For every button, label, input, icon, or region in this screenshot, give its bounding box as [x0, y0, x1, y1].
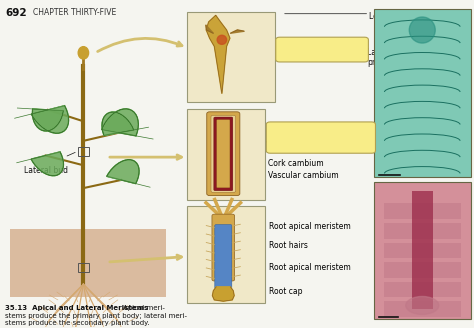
Polygon shape	[102, 112, 134, 135]
Text: Root apical meristem: Root apical meristem	[228, 222, 351, 231]
Text: CHAPTER THIRTY-FIVE: CHAPTER THIRTY-FIVE	[33, 8, 116, 17]
Text: Root hairs: Root hairs	[217, 241, 308, 250]
FancyBboxPatch shape	[207, 112, 240, 195]
FancyBboxPatch shape	[266, 122, 375, 153]
Polygon shape	[212, 287, 234, 301]
Bar	[383, 282, 462, 297]
FancyBboxPatch shape	[276, 37, 368, 62]
Bar	[412, 191, 433, 309]
Polygon shape	[31, 152, 64, 176]
Ellipse shape	[78, 47, 89, 59]
Ellipse shape	[406, 297, 439, 314]
Bar	[78, 263, 89, 272]
Ellipse shape	[409, 17, 435, 43]
Text: 100 μm: 100 μm	[401, 173, 425, 178]
Text: The apical bud contains
a shoot apical meristem.: The apical bud contains a shoot apical m…	[283, 45, 361, 56]
Polygon shape	[230, 30, 244, 33]
Bar	[383, 262, 462, 278]
Text: stems produce the primary plant body; lateral meri-: stems produce the primary plant body; la…	[5, 313, 187, 318]
Bar	[78, 147, 89, 155]
Text: 50 μm: 50 μm	[399, 315, 419, 320]
Polygon shape	[206, 25, 213, 33]
Bar	[383, 242, 462, 258]
Text: Cork cambium: Cork cambium	[225, 158, 323, 168]
Polygon shape	[107, 160, 139, 184]
Bar	[374, 182, 471, 319]
Text: Root apical meristem: Root apical meristem	[225, 263, 351, 272]
FancyBboxPatch shape	[214, 117, 233, 191]
Text: stems produce the secondary plant body.: stems produce the secondary plant body.	[5, 320, 150, 326]
Text: 35.13  Apical and Lateral Meristems: 35.13 Apical and Lateral Meristems	[5, 305, 149, 311]
Bar	[10, 229, 166, 297]
Bar	[187, 206, 265, 303]
Text: Root cap: Root cap	[226, 287, 302, 296]
Polygon shape	[31, 106, 69, 133]
Bar	[187, 109, 265, 199]
Text: Lateral bud
primordia: Lateral bud primordia	[367, 48, 411, 67]
FancyBboxPatch shape	[215, 225, 232, 289]
Polygon shape	[206, 15, 230, 93]
Bar	[187, 12, 275, 102]
Bar	[374, 9, 471, 177]
Bar	[383, 223, 462, 238]
Text: Vascular cambium: Vascular cambium	[223, 171, 338, 179]
FancyBboxPatch shape	[211, 115, 236, 192]
Bar	[383, 203, 462, 219]
Ellipse shape	[217, 35, 227, 44]
Bar	[383, 301, 462, 317]
Polygon shape	[102, 109, 138, 136]
Text: Leaf primordia: Leaf primordia	[369, 12, 425, 21]
FancyBboxPatch shape	[212, 214, 235, 281]
FancyBboxPatch shape	[217, 120, 230, 188]
Polygon shape	[32, 109, 63, 131]
Text: Apical meri-: Apical meri-	[123, 305, 164, 311]
Text: 692: 692	[5, 8, 27, 18]
Text: In woody plants the vascular
cambium and cork cambium
thicken the stem and root.: In woody plants the vascular cambium and…	[273, 130, 364, 147]
Text: Lateral bud: Lateral bud	[24, 166, 68, 175]
